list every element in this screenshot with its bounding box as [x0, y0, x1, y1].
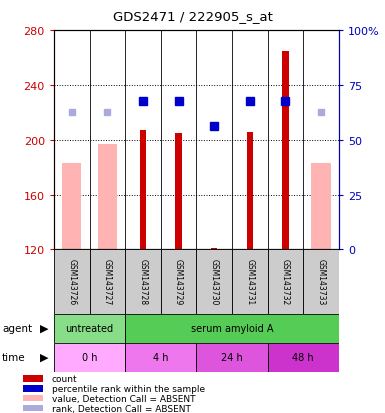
Bar — [97, 145, 117, 250]
Bar — [268, 343, 339, 372]
Bar — [23, 405, 43, 411]
Text: GSM143732: GSM143732 — [281, 259, 290, 305]
Text: count: count — [52, 374, 78, 383]
Bar — [175, 133, 182, 250]
Text: 0 h: 0 h — [82, 352, 97, 362]
Bar — [23, 385, 43, 392]
Text: GSM143729: GSM143729 — [174, 259, 183, 305]
Text: rank, Detection Call = ABSENT: rank, Detection Call = ABSENT — [52, 404, 191, 413]
Bar — [140, 131, 146, 250]
Text: 24 h: 24 h — [221, 352, 243, 362]
Text: untreated: untreated — [65, 323, 114, 333]
Bar — [62, 164, 82, 250]
Text: agent: agent — [2, 323, 32, 333]
Bar — [303, 250, 339, 314]
Text: GSM143726: GSM143726 — [67, 259, 76, 305]
Text: 48 h: 48 h — [292, 352, 314, 362]
Bar — [125, 314, 339, 343]
Text: GSM143733: GSM143733 — [316, 259, 325, 305]
Text: ▶: ▶ — [40, 323, 49, 333]
Text: ▶: ▶ — [40, 352, 49, 362]
Bar — [54, 250, 90, 314]
Bar — [54, 343, 125, 372]
Text: 4 h: 4 h — [153, 352, 169, 362]
Text: time: time — [2, 352, 25, 362]
Bar — [54, 314, 125, 343]
Bar — [232, 250, 268, 314]
Text: GSM143731: GSM143731 — [245, 259, 254, 305]
Bar — [125, 250, 161, 314]
Bar — [211, 249, 218, 250]
Bar — [23, 375, 43, 382]
Bar — [196, 343, 268, 372]
Bar — [23, 395, 43, 401]
Bar — [90, 250, 125, 314]
Text: GSM143730: GSM143730 — [210, 259, 219, 305]
Bar — [268, 250, 303, 314]
Bar — [161, 250, 196, 314]
Text: serum amyloid A: serum amyloid A — [191, 323, 273, 333]
Text: value, Detection Call = ABSENT: value, Detection Call = ABSENT — [52, 394, 196, 403]
Bar — [311, 164, 331, 250]
Bar — [125, 343, 196, 372]
Bar — [196, 250, 232, 314]
Text: percentile rank within the sample: percentile rank within the sample — [52, 384, 205, 393]
Bar — [246, 132, 253, 250]
Text: GSM143728: GSM143728 — [139, 259, 147, 305]
Text: GSM143727: GSM143727 — [103, 259, 112, 305]
Text: GDS2471 / 222905_s_at: GDS2471 / 222905_s_at — [112, 10, 273, 23]
Bar — [282, 52, 289, 250]
